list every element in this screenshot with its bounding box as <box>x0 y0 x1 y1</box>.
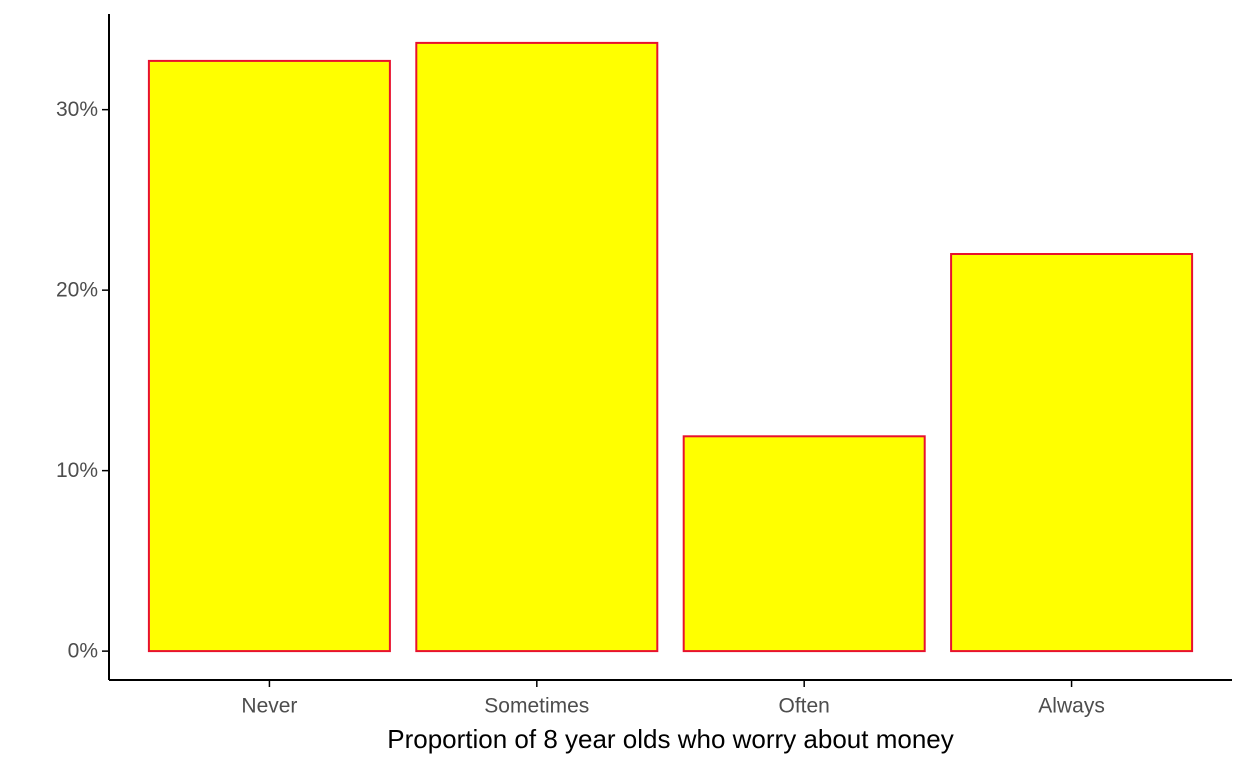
bar-sometimes <box>415 41 659 653</box>
y-axis: 0% 10% 20% 30% <box>56 14 110 680</box>
x-axis-title: Proportion of 8 year olds who worry abou… <box>387 724 954 754</box>
bar-often <box>682 435 926 653</box>
y-tick-label: 30% <box>56 98 98 121</box>
x-tick-label-sometimes: Sometimes <box>484 695 589 718</box>
y-tick-label: 20% <box>56 279 98 302</box>
y-tick-label: 10% <box>56 459 98 482</box>
x-axis: Never Sometimes Often Always <box>109 679 1232 718</box>
bars-group <box>147 41 1194 653</box>
x-tick-label-always: Always <box>1038 695 1105 718</box>
bar-always <box>950 253 1194 653</box>
x-tick-label-never: Never <box>241 695 297 718</box>
y-tick-label: 0% <box>68 640 98 663</box>
bar-never <box>147 59 391 653</box>
x-tick-label-often: Often <box>779 695 830 718</box>
